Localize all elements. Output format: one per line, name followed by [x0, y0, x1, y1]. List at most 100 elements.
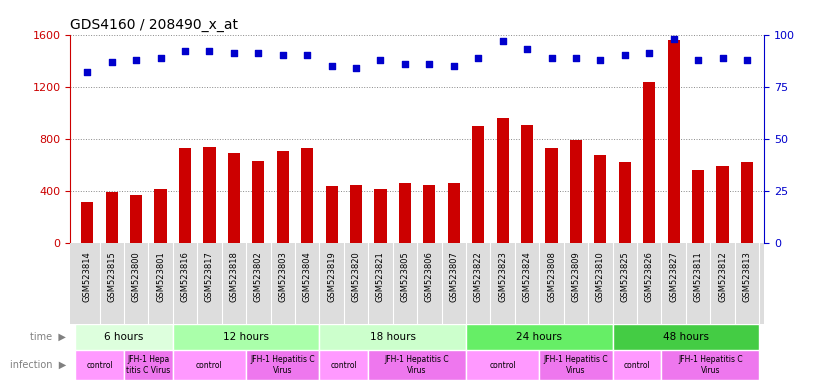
Bar — [106, 192, 118, 243]
Point — [178, 48, 192, 54]
Bar — [594, 155, 606, 243]
Text: GSM523800: GSM523800 — [131, 252, 140, 302]
Bar — [350, 185, 362, 243]
Point — [496, 38, 510, 44]
Text: JFH-1 Hepatitis C
Virus: JFH-1 Hepatitis C Virus — [385, 355, 449, 375]
Text: GSM523804: GSM523804 — [302, 252, 311, 302]
Text: GSM523815: GSM523815 — [107, 252, 116, 302]
Text: GSM523801: GSM523801 — [156, 252, 165, 302]
Text: control: control — [196, 361, 223, 369]
Bar — [228, 153, 240, 243]
Text: GDS4160 / 208490_x_at: GDS4160 / 208490_x_at — [70, 18, 238, 32]
Point — [691, 56, 705, 63]
Text: JFH-1 Hepa
titis C Virus: JFH-1 Hepa titis C Virus — [126, 355, 170, 375]
Text: GSM523817: GSM523817 — [205, 252, 214, 302]
Bar — [613, 324, 759, 350]
Text: GSM523806: GSM523806 — [425, 252, 434, 302]
Text: control: control — [489, 361, 516, 369]
Bar — [716, 166, 729, 243]
Text: GSM523808: GSM523808 — [547, 252, 556, 302]
Bar — [81, 202, 93, 243]
Bar — [570, 140, 582, 243]
Text: JFH-1 Hepatitis C
Virus: JFH-1 Hepatitis C Virus — [678, 355, 743, 375]
Point — [349, 65, 363, 71]
Bar — [741, 162, 753, 243]
Bar — [154, 189, 167, 243]
Text: 18 hours: 18 hours — [370, 332, 415, 342]
Text: GSM523816: GSM523816 — [181, 252, 189, 302]
Point — [520, 46, 534, 52]
Text: GSM523820: GSM523820 — [352, 252, 361, 302]
Point — [447, 63, 460, 69]
Text: control: control — [624, 361, 650, 369]
Point — [276, 52, 289, 58]
Bar — [320, 324, 466, 350]
Text: GSM523814: GSM523814 — [83, 252, 92, 302]
Bar — [619, 162, 631, 243]
Text: JFH-1 Hepatitis C
Virus: JFH-1 Hepatitis C Virus — [544, 355, 608, 375]
Text: GSM523824: GSM523824 — [523, 252, 532, 302]
Bar — [423, 185, 435, 243]
Bar — [173, 350, 246, 380]
Text: JFH-1 Hepatitis C
Virus: JFH-1 Hepatitis C Virus — [250, 355, 315, 375]
Point — [130, 56, 143, 63]
Bar — [246, 350, 320, 380]
Point — [643, 50, 656, 56]
Bar — [374, 189, 387, 243]
Bar — [662, 350, 759, 380]
Bar — [130, 195, 142, 243]
Point — [423, 61, 436, 67]
Point — [398, 61, 411, 67]
Bar — [173, 324, 320, 350]
Bar — [252, 161, 264, 243]
Point — [227, 50, 240, 56]
Point — [472, 55, 485, 61]
Bar — [399, 183, 411, 243]
Text: GSM523827: GSM523827 — [669, 252, 678, 302]
Text: GSM523809: GSM523809 — [572, 252, 581, 302]
Point — [81, 69, 94, 75]
Point — [105, 59, 118, 65]
Text: GSM523813: GSM523813 — [743, 252, 752, 302]
Bar — [368, 350, 466, 380]
Point — [154, 55, 167, 61]
Text: control: control — [330, 361, 357, 369]
Text: control: control — [86, 361, 113, 369]
Point — [374, 56, 387, 63]
Text: GSM523803: GSM523803 — [278, 252, 287, 302]
Text: GSM523812: GSM523812 — [718, 252, 727, 302]
Point — [667, 36, 681, 42]
Bar — [75, 324, 173, 350]
Point — [618, 52, 631, 58]
Bar — [539, 350, 613, 380]
Text: GSM523810: GSM523810 — [596, 252, 605, 302]
Text: 48 hours: 48 hours — [663, 332, 709, 342]
Point — [301, 52, 314, 58]
Point — [252, 50, 265, 56]
Text: GSM523822: GSM523822 — [473, 252, 482, 302]
Bar — [325, 186, 338, 243]
Text: GSM523825: GSM523825 — [620, 252, 629, 302]
Text: 24 hours: 24 hours — [516, 332, 563, 342]
Text: GSM523807: GSM523807 — [449, 252, 458, 302]
Text: GSM523805: GSM523805 — [401, 252, 410, 302]
Bar — [301, 148, 313, 243]
Bar — [320, 350, 368, 380]
Text: infection  ▶: infection ▶ — [10, 360, 66, 370]
Point — [740, 56, 753, 63]
Bar — [75, 350, 124, 380]
Point — [325, 63, 338, 69]
Text: GSM523823: GSM523823 — [498, 252, 507, 302]
Text: 12 hours: 12 hours — [223, 332, 269, 342]
Bar — [496, 118, 509, 243]
Point — [569, 55, 582, 61]
Text: GSM523819: GSM523819 — [327, 252, 336, 302]
Bar — [472, 126, 484, 243]
Bar — [613, 350, 662, 380]
Point — [203, 48, 216, 54]
Bar — [643, 81, 655, 243]
Bar — [124, 350, 173, 380]
Bar — [466, 350, 539, 380]
Bar — [448, 183, 460, 243]
Text: time  ▶: time ▶ — [31, 332, 66, 342]
